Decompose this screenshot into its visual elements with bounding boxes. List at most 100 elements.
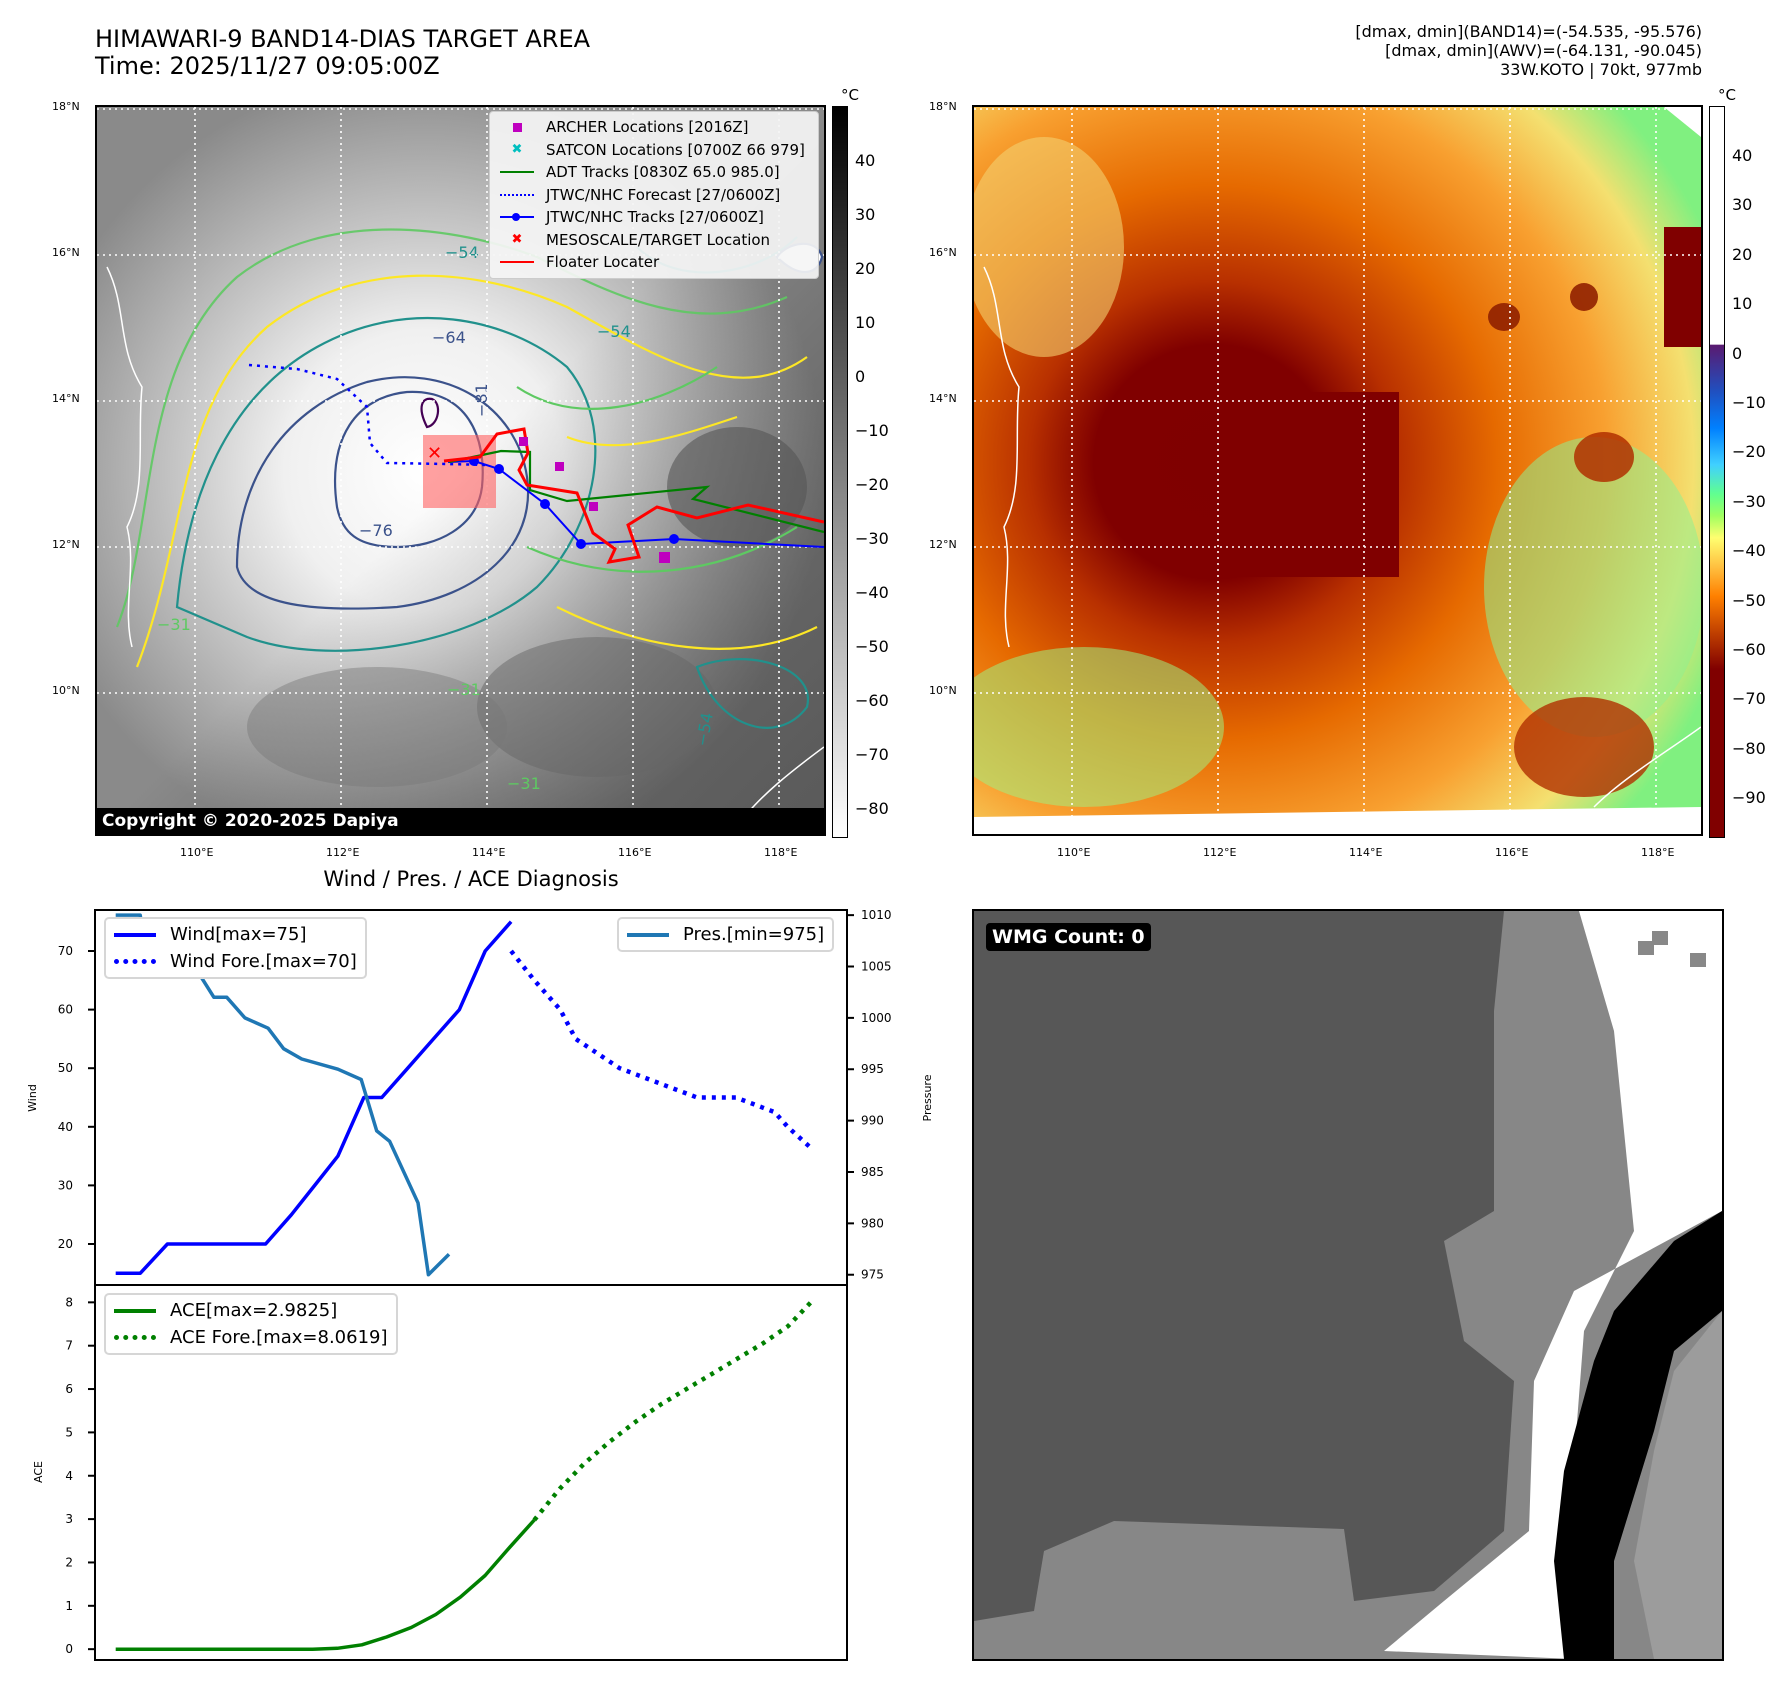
dotted-line-icon [500, 193, 534, 196]
lon-tick: 114°E [1349, 846, 1383, 859]
legend-label: ARCHER Locations [2016Z] [546, 118, 749, 136]
band14-stats: [dmax, dmin](BAND14)=(-54.535, -95.576) [1355, 22, 1702, 41]
y-tick-label: 60 [58, 1003, 73, 1017]
contour-label: −54 [597, 322, 631, 341]
stats-block: [dmax, dmin](BAND14)=(-54.535, -95.576) … [1355, 22, 1702, 79]
wmg-canvas [974, 911, 1722, 1659]
colorbar-tick-label: −10 [855, 421, 889, 440]
legend-item-jtwc-forecast: JTWC/NHC Forecast [27/0600Z] [498, 184, 810, 207]
ir-contour-map[interactable]: −54 −64 −76 −81 −31 −31 −31 −54 −54 [95, 105, 826, 836]
contour-label: −54 [445, 243, 479, 262]
lat-tick: 12°N [52, 538, 80, 551]
y-tick-label: 7 [65, 1339, 73, 1353]
adt-track[interactable] [448, 449, 824, 534]
wmg-class-region [1554, 1211, 1722, 1659]
convective-cell [1574, 432, 1634, 482]
legend-item-adt: ADT Tracks [0830Z 65.0 985.0] [498, 161, 810, 184]
awv-stats: [dmax, dmin](AWV)=(-64.131, -90.045) [1385, 41, 1702, 60]
colorbar-tick-label: 10 [1732, 294, 1753, 314]
legend-item-floater: Floater Locater [498, 251, 810, 274]
colorbar-tick-label: 0 [1732, 343, 1743, 363]
cold-region [1664, 227, 1701, 347]
colorbar-tick-label: −30 [855, 529, 889, 548]
lat-tick: 12°N [929, 538, 957, 551]
solid-line-icon [627, 932, 669, 937]
mesoscale-target-marker[interactable]: ✕ [427, 443, 442, 464]
legend-label: Wind[max=75] [170, 924, 307, 945]
square-marker-icon [512, 122, 522, 132]
legend-label: ADT Tracks [0830Z 65.0 985.0] [546, 163, 780, 181]
y-axis-label: Wind [26, 1084, 39, 1112]
contour-label: −76 [359, 521, 393, 540]
y-tick-label: 2 [65, 1555, 73, 1569]
jtwc-forecast-track[interactable] [248, 363, 488, 467]
legend-item-satcon: ✖ SATCON Locations [0700Z 66 979] [498, 139, 810, 162]
colorbar-tick-label: 30 [855, 205, 876, 224]
colorbar-tick-label: 40 [855, 151, 876, 170]
y-right-tick-label: 975 [861, 1268, 884, 1282]
colorbar-tick-label: −70 [1732, 689, 1766, 709]
colorbar-tick-label: −70 [855, 745, 889, 764]
colorbar-tick-label: −40 [855, 583, 889, 602]
title-line-2: Time: 2025/11/27 09:05:00Z [95, 52, 440, 80]
wind-legend: Wind[max=75] Wind Fore.[max=70] [104, 917, 367, 979]
wmg-count-badge: WMG Count: 0 [986, 923, 1151, 951]
y-tick-label: 40 [58, 1120, 73, 1134]
colorbar-tick-label: 10 [855, 313, 876, 332]
floater-locater-track[interactable] [443, 427, 824, 564]
legend-label: SATCON Locations [0700Z 66 979] [546, 140, 805, 159]
y-tick-label: 70 [58, 944, 73, 958]
legend-label: Wind Fore.[max=70] [170, 951, 357, 972]
map-gridlines [974, 107, 1701, 817]
colorbar-tick-label: −20 [855, 475, 889, 494]
cold-core [1219, 392, 1399, 577]
line-icon [500, 261, 534, 264]
convective-cell [1570, 283, 1598, 311]
legend-item-ace: ACE[max=2.9825] [114, 1297, 388, 1324]
colorbar-tick-label: 20 [1732, 244, 1753, 264]
colorbar-tick-label: 30 [1732, 195, 1753, 215]
colorbar-tick-label: −60 [1732, 640, 1766, 659]
wmg-pixel [1652, 931, 1668, 945]
y-right-tick-label: 1000 [861, 1011, 892, 1025]
colorbar-tick-label: 40 [1732, 146, 1753, 165]
coastline [106, 266, 143, 648]
ace-line [115, 1518, 536, 1651]
solid-line-icon [114, 932, 156, 937]
lat-tick: 16°N [929, 246, 957, 259]
y-tick-label: 8 [65, 1295, 73, 1309]
colorbar-tick-label: −60 [855, 691, 889, 710]
target-area-box[interactable] [423, 435, 496, 508]
contour-label: −31 [157, 615, 191, 634]
line-icon [500, 171, 534, 174]
legend-label: JTWC/NHC Tracks [27/0600Z] [546, 208, 764, 226]
warm-region [974, 137, 1124, 357]
colorbar-tick-label: −50 [1732, 590, 1766, 610]
legend-item-pressure: Pres.[min=975] [627, 921, 824, 948]
lon-tick: 110°E [180, 846, 214, 859]
ace-axes: 0 1 2 3 4 5 6 7 8 ACE [32, 1284, 848, 1661]
lat-tick: 18°N [929, 100, 957, 113]
lon-tick: 118°E [764, 846, 798, 859]
y-tick-label: 30 [58, 1178, 73, 1192]
pressure-legend: Pres.[min=975] [617, 917, 835, 952]
y-tick-label: 4 [65, 1469, 73, 1483]
ace-plot-frame [94, 1284, 848, 1661]
map-legend: ARCHER Locations [2016Z] ✖ SATCON Locati… [489, 111, 819, 279]
lon-tick: 112°E [1203, 846, 1237, 859]
legend-item-ace-forecast: ACE Fore.[max=8.0619] [114, 1324, 388, 1351]
ir-color-map[interactable] [972, 105, 1703, 836]
archer-locations[interactable] [519, 437, 670, 563]
dry-region [247, 667, 507, 787]
wmg-panel[interactable]: WMG Count: 0 [972, 909, 1724, 1661]
warm-region [1484, 437, 1701, 737]
legend-label: MESOSCALE/TARGET Location [546, 230, 771, 249]
y-tick-label: 1 [65, 1599, 73, 1613]
dotted-line-icon [114, 1335, 156, 1340]
lon-tick: 114°E [472, 846, 506, 859]
x-marker-icon: ✖ [511, 141, 523, 157]
lon-tick: 116°E [618, 846, 652, 859]
copyright-text: Copyright © 2020-2025 Dapiya [102, 811, 399, 831]
wind-line [115, 920, 513, 1276]
legend-label: Pres.[min=975] [683, 924, 825, 945]
